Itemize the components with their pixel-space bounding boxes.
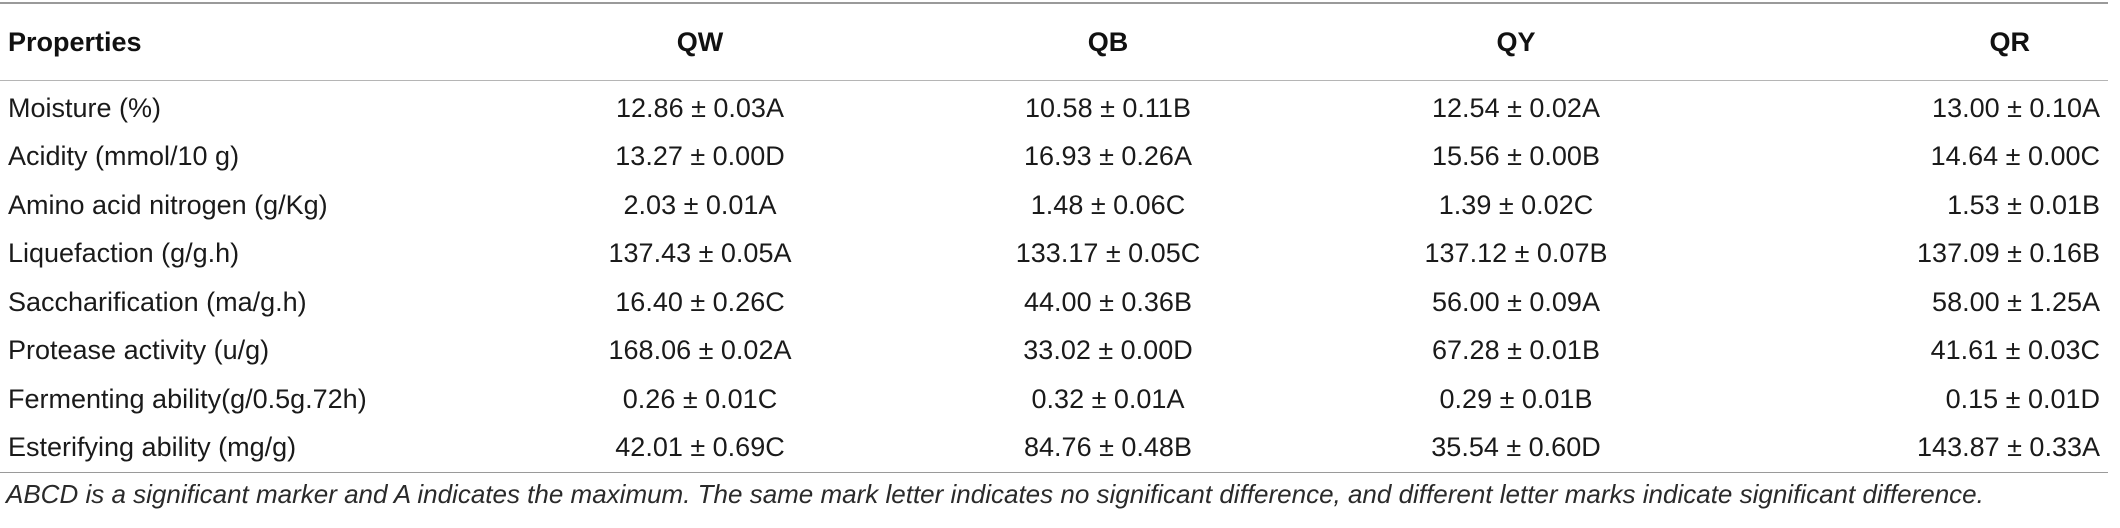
cell-qy: 12.54 ± 0.02A [1432,92,1600,123]
cell-qb: 10.58 ± 0.11B [1025,92,1191,123]
table-row: Protease activity (u/g) 168.06 ± 0.02A 3… [0,327,2108,376]
cell-qw: 12.86 ± 0.03A [616,92,784,123]
table-row: Esterifying ability (mg/g) 42.01 ± 0.69C… [0,424,2108,473]
header-qy: QY [1496,26,1536,57]
cell-qw: 42.01 ± 0.69C [615,432,785,463]
table-bottom-rule [0,472,2108,473]
header-qr: QR [1989,26,2031,57]
cell-qb: 33.02 ± 0.00D [1023,335,1193,366]
row-label: Protease activity (u/g) [8,335,270,366]
cell-qr: 0.15 ± 0.01D [1945,383,2100,414]
row-label: Moisture (%) [8,92,162,123]
cell-qw: 137.43 ± 0.05A [608,238,792,269]
table-top-rule [0,2,2108,4]
cell-qr: 143.87 ± 0.33A [1917,432,2100,463]
table-row: Moisture (%) 12.86 ± 0.03A 10.58 ± 0.11B… [0,80,2108,133]
table-row: Amino acid nitrogen (g/Kg) 2.03 ± 0.01A … [0,181,2108,230]
cell-qb: 44.00 ± 0.36B [1024,286,1192,317]
cell-qb: 1.48 ± 0.06C [1030,189,1186,220]
cell-qy: 137.12 ± 0.07B [1424,238,1608,269]
header-properties: Properties [8,26,142,57]
cell-qy: 56.00 ± 0.09A [1432,286,1600,317]
row-label: Esterifying ability (mg/g) [8,432,297,463]
cell-qw: 0.26 ± 0.01C [622,383,778,414]
properties-table: Properties QW QB QY QR Moisture (%) 12.8… [0,4,2108,472]
table-row: Liquefaction (g/g.h) 137.43 ± 0.05A 133.… [0,230,2108,279]
cell-qb: 0.32 ± 0.01A [1031,383,1185,414]
cell-qr: 13.00 ± 0.10A [1932,92,2100,123]
cell-qr: 58.00 ± 1.25A [1932,286,2100,317]
table-header-row: Properties QW QB QY QR [0,4,2108,80]
cell-qw: 13.27 ± 0.00D [615,141,785,172]
row-label: Liquefaction (g/g.h) [8,238,240,269]
cell-qr: 41.61 ± 0.03C [1930,335,2100,366]
cell-qb: 16.93 ± 0.26A [1024,141,1192,172]
cell-qw: 2.03 ± 0.01A [623,189,777,220]
cell-qy: 1.39 ± 0.02C [1438,189,1594,220]
table-row: Fermenting ability(g/0.5g.72h) 0.26 ± 0.… [0,375,2108,424]
cell-qb: 133.17 ± 0.05C [1015,238,1201,269]
row-label: Saccharification (ma/g.h) [8,286,307,317]
table-header-rule [0,80,2108,81]
cell-qb: 84.76 ± 0.48B [1024,432,1192,463]
cell-qw: 16.40 ± 0.26C [615,286,785,317]
row-label: Fermenting ability(g/0.5g.72h) [8,383,367,414]
table-footnote: ABCD is a significant marker and A indic… [6,479,1984,509]
row-label: Amino acid nitrogen (g/Kg) [8,189,328,220]
header-qw: QW [676,26,724,57]
header-qb: QB [1087,26,1129,57]
cell-qy: 0.29 ± 0.01B [1439,383,1593,414]
cell-qy: 15.56 ± 0.00B [1432,141,1600,172]
table-row: Acidity (mmol/10 g) 13.27 ± 0.00D 16.93 … [0,133,2108,182]
cell-qr: 14.64 ± 0.00C [1930,141,2100,172]
cell-qr: 137.09 ± 0.16B [1917,238,2100,269]
cell-qy: 67.28 ± 0.01B [1432,335,1600,366]
cell-qw: 168.06 ± 0.02A [608,335,792,366]
cell-qr: 1.53 ± 0.01B [1947,189,2100,220]
table-row: Saccharification (ma/g.h) 16.40 ± 0.26C … [0,278,2108,327]
cell-qy: 35.54 ± 0.60D [1431,432,1601,463]
row-label: Acidity (mmol/10 g) [8,141,240,172]
